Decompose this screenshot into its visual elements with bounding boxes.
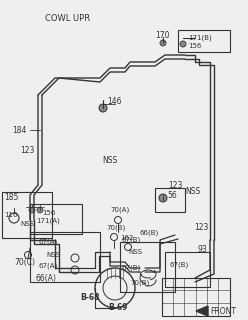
Text: 93: 93 bbox=[198, 245, 208, 254]
Text: 66(B): 66(B) bbox=[140, 230, 159, 236]
Text: 185: 185 bbox=[4, 193, 18, 202]
Text: 56: 56 bbox=[167, 191, 177, 201]
Text: 171(A): 171(A) bbox=[36, 218, 60, 224]
Text: 171(B): 171(B) bbox=[188, 35, 212, 41]
Text: NSS: NSS bbox=[185, 188, 200, 196]
Bar bbox=[30, 232, 100, 282]
Text: 184: 184 bbox=[12, 125, 26, 134]
Text: 70(B): 70(B) bbox=[106, 225, 125, 231]
Circle shape bbox=[159, 194, 167, 202]
Circle shape bbox=[37, 207, 43, 213]
Circle shape bbox=[160, 40, 166, 46]
Text: 67(B): 67(B) bbox=[170, 262, 189, 268]
Circle shape bbox=[180, 41, 186, 47]
Text: B-69: B-69 bbox=[108, 302, 127, 311]
Bar bbox=[120, 242, 175, 292]
Circle shape bbox=[99, 104, 107, 112]
Text: 67(B): 67(B) bbox=[122, 237, 141, 243]
Text: 123: 123 bbox=[168, 180, 182, 189]
Text: 67(A): 67(A) bbox=[38, 239, 57, 245]
Bar bbox=[30, 204, 82, 234]
Circle shape bbox=[29, 207, 35, 213]
Bar bbox=[165, 252, 210, 287]
Text: 70(C): 70(C) bbox=[14, 258, 35, 267]
Bar bbox=[178, 30, 230, 52]
Text: NSS: NSS bbox=[46, 252, 60, 258]
Bar bbox=[162, 278, 230, 316]
Text: 70(A): 70(A) bbox=[110, 207, 129, 213]
Text: FRONT: FRONT bbox=[210, 307, 236, 316]
Text: 156: 156 bbox=[188, 43, 201, 49]
Text: B-68: B-68 bbox=[80, 293, 99, 302]
Text: 123: 123 bbox=[20, 146, 34, 155]
Text: 123: 123 bbox=[194, 223, 208, 233]
Text: 146: 146 bbox=[107, 97, 122, 106]
Text: 67(A): 67(A) bbox=[38, 263, 57, 269]
Text: 116: 116 bbox=[4, 212, 18, 218]
Text: 162: 162 bbox=[120, 235, 133, 241]
Text: 170: 170 bbox=[155, 30, 169, 39]
Bar bbox=[2, 192, 52, 238]
Text: 66(A): 66(A) bbox=[35, 274, 56, 283]
Bar bbox=[155, 188, 185, 212]
Text: COWL UPR: COWL UPR bbox=[45, 13, 90, 22]
Text: 70(B): 70(B) bbox=[130, 280, 149, 286]
Polygon shape bbox=[196, 306, 208, 316]
Text: NSS: NSS bbox=[20, 221, 34, 227]
Text: NSS: NSS bbox=[102, 156, 117, 164]
Text: 67(B): 67(B) bbox=[122, 265, 141, 271]
Text: NSS: NSS bbox=[128, 249, 142, 255]
Text: 156: 156 bbox=[42, 210, 55, 216]
